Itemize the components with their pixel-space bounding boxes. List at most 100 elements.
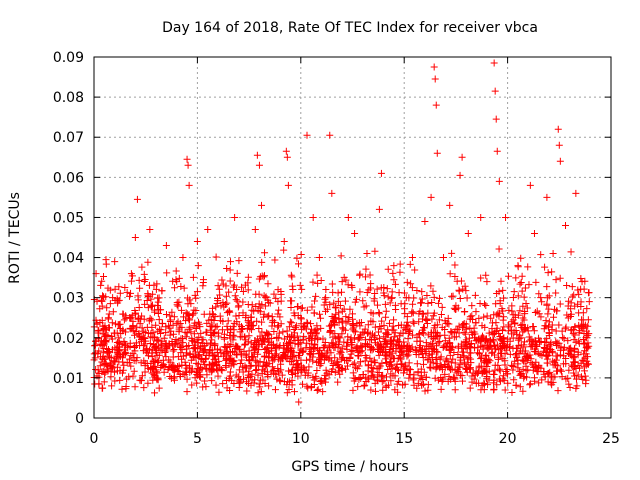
- data-point: [375, 205, 383, 213]
- data-point-cloud: [141, 335, 149, 343]
- data-point-cloud: [152, 347, 160, 355]
- data-point-cloud: [508, 361, 516, 369]
- data-point-cloud: [363, 354, 371, 362]
- data-point-cloud: [556, 274, 564, 282]
- data-point-cloud: [356, 270, 364, 278]
- data-point-cloud: [316, 378, 324, 386]
- data-point-cloud: [467, 343, 475, 351]
- data-point-cloud: [472, 379, 480, 387]
- data-point-cloud: [273, 350, 281, 358]
- data-point-cloud: [290, 388, 298, 396]
- data-point-cloud: [426, 363, 434, 371]
- data-point-cloud: [490, 341, 498, 349]
- data-point-cloud: [542, 338, 550, 346]
- data-point-cloud: [380, 292, 388, 300]
- data-point-cloud: [373, 285, 381, 293]
- data-point-cloud: [448, 343, 456, 351]
- data-point-cloud: [567, 346, 575, 354]
- data-point: [226, 258, 234, 266]
- data-point-cloud: [439, 344, 447, 352]
- data-point-cloud: [375, 310, 383, 318]
- data-point-cloud: [555, 339, 563, 347]
- data-point-cloud: [422, 349, 430, 357]
- data-point-cloud: [494, 361, 502, 369]
- data-point-cloud: [321, 295, 329, 303]
- data-point: [520, 350, 528, 358]
- data-point-cloud: [485, 367, 493, 375]
- data-point-cloud: [313, 367, 321, 375]
- data-point: [121, 350, 129, 358]
- data-point-cloud: [523, 373, 531, 381]
- data-point-cloud: [255, 324, 263, 332]
- data-point-cloud: [552, 289, 560, 297]
- data-point-cloud: [285, 323, 293, 331]
- data-point: [169, 342, 177, 350]
- data-point-cloud: [568, 293, 576, 301]
- data-point-cloud: [247, 381, 255, 389]
- data-point-cloud: [536, 351, 544, 359]
- data-point-cloud: [163, 344, 171, 352]
- data-point-cloud: [580, 336, 588, 344]
- data-point-cloud: [441, 337, 449, 345]
- data-point-cloud: [229, 336, 237, 344]
- data-point-cloud: [322, 366, 330, 374]
- data-point: [530, 229, 538, 237]
- data-point-cloud: [312, 292, 320, 300]
- data-point-cloud: [419, 354, 427, 362]
- data-point-cloud: [362, 302, 370, 310]
- data-point-cloud: [374, 346, 382, 354]
- data-point-cloud: [125, 373, 133, 381]
- data-point-cloud: [292, 324, 299, 332]
- data-point-cloud: [519, 302, 527, 310]
- data-point: [351, 229, 359, 237]
- data-point-cloud: [466, 349, 474, 357]
- data-point-cloud: [572, 384, 580, 392]
- data-point-cloud: [271, 386, 279, 394]
- data-point-cloud: [327, 349, 335, 357]
- data-point: [284, 181, 292, 189]
- data-point-cloud: [264, 338, 272, 346]
- data-point-cloud: [451, 377, 459, 385]
- data-point-cloud: [226, 277, 234, 285]
- data-point-cloud: [353, 345, 361, 353]
- data-point-cloud: [286, 318, 294, 326]
- data-point-cloud: [483, 343, 491, 351]
- data-point-cloud: [285, 386, 293, 394]
- data-point-cloud: [437, 362, 445, 370]
- data-point-cloud: [230, 357, 238, 365]
- data-point-cloud: [259, 376, 267, 384]
- data-point-cloud: [233, 269, 241, 277]
- data-point-cloud: [244, 371, 252, 379]
- data-point-cloud: [419, 315, 427, 323]
- data-point-cloud: [331, 314, 339, 322]
- data-point-cloud: [131, 310, 139, 318]
- data-point-cloud: [511, 311, 519, 319]
- data-point-cloud: [371, 379, 379, 387]
- data-point-cloud: [277, 290, 285, 298]
- data-point-cloud: [393, 336, 401, 344]
- data-point-cloud: [275, 369, 283, 377]
- data-point-cloud: [405, 359, 413, 367]
- data-point-cloud: [455, 286, 463, 294]
- data-point-cloud: [294, 360, 302, 368]
- data-point-cloud: [458, 348, 466, 356]
- data-point-cloud: [275, 306, 283, 314]
- data-point-cloud: [120, 316, 128, 324]
- data-point-cloud: [462, 338, 470, 346]
- data-point-cloud: [192, 294, 200, 302]
- data-point-cloud: [420, 380, 428, 388]
- data-point-cloud: [353, 295, 361, 303]
- data-point-cloud: [160, 368, 168, 376]
- data-point-cloud: [444, 377, 452, 385]
- data-point-cloud: [380, 377, 388, 385]
- data-point-cloud: [292, 322, 300, 330]
- data-point-cloud: [193, 379, 201, 387]
- data-point-cloud: [337, 365, 345, 373]
- data-point-cloud: [338, 307, 346, 315]
- data-point: [493, 147, 501, 155]
- data-point-cloud: [244, 279, 252, 287]
- data-point-cloud: [482, 352, 490, 360]
- data-point-cloud: [408, 308, 416, 316]
- data-point: [537, 294, 545, 302]
- data-point-cloud: [325, 354, 333, 362]
